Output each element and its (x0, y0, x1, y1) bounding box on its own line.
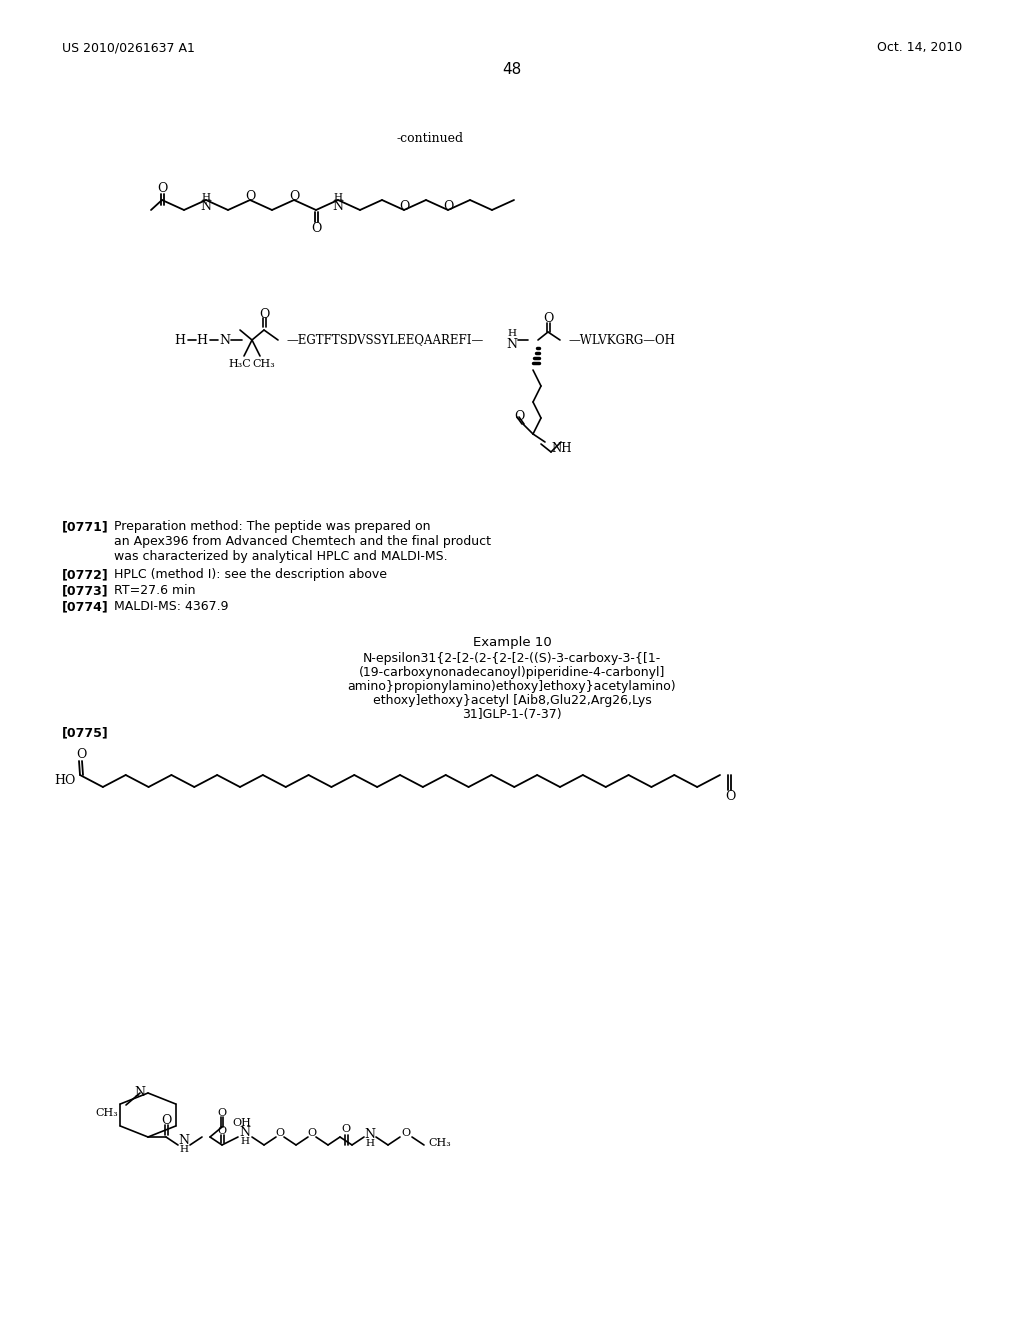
Text: HO: HO (54, 774, 76, 787)
Text: H: H (241, 1137, 250, 1146)
Text: 31]GLP-1-(7-37): 31]GLP-1-(7-37) (462, 708, 562, 721)
Text: H: H (508, 330, 516, 338)
Text: N: N (219, 334, 230, 346)
Text: OH: OH (232, 1118, 251, 1129)
Text: —WLVKGRG—OH: —WLVKGRG—OH (568, 334, 675, 346)
Text: H₃C: H₃C (228, 359, 251, 370)
Text: O: O (725, 791, 735, 804)
Text: MALDI-MS: 4367.9: MALDI-MS: 4367.9 (114, 601, 228, 612)
Text: ethoxy]ethoxy}acetyl [Aib8,Glu22,Arg26,Lys: ethoxy]ethoxy}acetyl [Aib8,Glu22,Arg26,L… (373, 694, 651, 708)
Text: US 2010/0261637 A1: US 2010/0261637 A1 (62, 41, 195, 54)
Text: O: O (341, 1125, 350, 1134)
Text: O: O (76, 748, 86, 762)
Text: -continued: -continued (396, 132, 464, 144)
Text: H: H (202, 194, 211, 202)
Text: —EGTFTSDVSSYLEEQAAREFI—: —EGTFTSDVSSYLEEQAAREFI— (286, 334, 483, 346)
Text: CH₃: CH₃ (253, 359, 275, 370)
Text: O: O (307, 1129, 316, 1138)
Text: CH₃: CH₃ (428, 1138, 451, 1148)
Text: O: O (514, 409, 524, 422)
Text: O: O (157, 181, 167, 194)
Text: O: O (275, 1129, 285, 1138)
Text: H: H (179, 1144, 188, 1154)
Text: [0773]: [0773] (62, 583, 109, 597)
Text: Oct. 14, 2010: Oct. 14, 2010 (877, 41, 962, 54)
Text: O: O (217, 1126, 226, 1137)
Text: H: H (334, 194, 342, 202)
Text: O: O (289, 190, 299, 203)
Text: O: O (543, 312, 553, 325)
Text: Example 10: Example 10 (473, 636, 551, 649)
Text: N: N (240, 1126, 251, 1139)
Text: (19-carboxynonadecanoyl)piperidine-4-carbonyl]: (19-carboxynonadecanoyl)piperidine-4-car… (358, 667, 666, 678)
Text: [0772]: [0772] (62, 568, 109, 581)
Text: N: N (178, 1134, 189, 1147)
Text: O: O (442, 201, 454, 214)
Text: Preparation method: The peptide was prepared on
an Apex396 from Advanced Chemtec: Preparation method: The peptide was prep… (114, 520, 490, 564)
Text: [0774]: [0774] (62, 601, 109, 612)
Text: H: H (174, 334, 185, 346)
Text: O: O (311, 222, 322, 235)
Text: H: H (197, 334, 208, 346)
Text: 48: 48 (503, 62, 521, 78)
Text: RT=27.6 min: RT=27.6 min (114, 583, 196, 597)
Text: CH₃: CH₃ (95, 1107, 118, 1118)
Text: NH: NH (551, 441, 571, 454)
Text: [0775]: [0775] (62, 726, 109, 739)
Text: N-epsilon31{2-[2-(2-{2-[2-((S)-3-carboxy-3-{[1-: N-epsilon31{2-[2-(2-{2-[2-((S)-3-carboxy… (362, 652, 662, 665)
Text: O: O (217, 1107, 226, 1118)
Text: N: N (365, 1129, 376, 1142)
Text: O: O (259, 308, 269, 321)
Text: N: N (201, 201, 212, 214)
Text: HPLC (method I): see the description above: HPLC (method I): see the description abo… (114, 568, 387, 581)
Text: O: O (401, 1129, 411, 1138)
Text: N: N (507, 338, 517, 351)
Text: N: N (333, 201, 343, 214)
Text: [0771]: [0771] (62, 520, 109, 533)
Text: O: O (398, 201, 410, 214)
Text: amino}propionylamino)ethoxy]ethoxy}acetylamino): amino}propionylamino)ethoxy]ethoxy}acety… (348, 680, 676, 693)
Text: O: O (161, 1114, 171, 1127)
Text: H: H (366, 1138, 375, 1147)
Text: O: O (245, 190, 255, 203)
Text: N: N (134, 1086, 145, 1100)
